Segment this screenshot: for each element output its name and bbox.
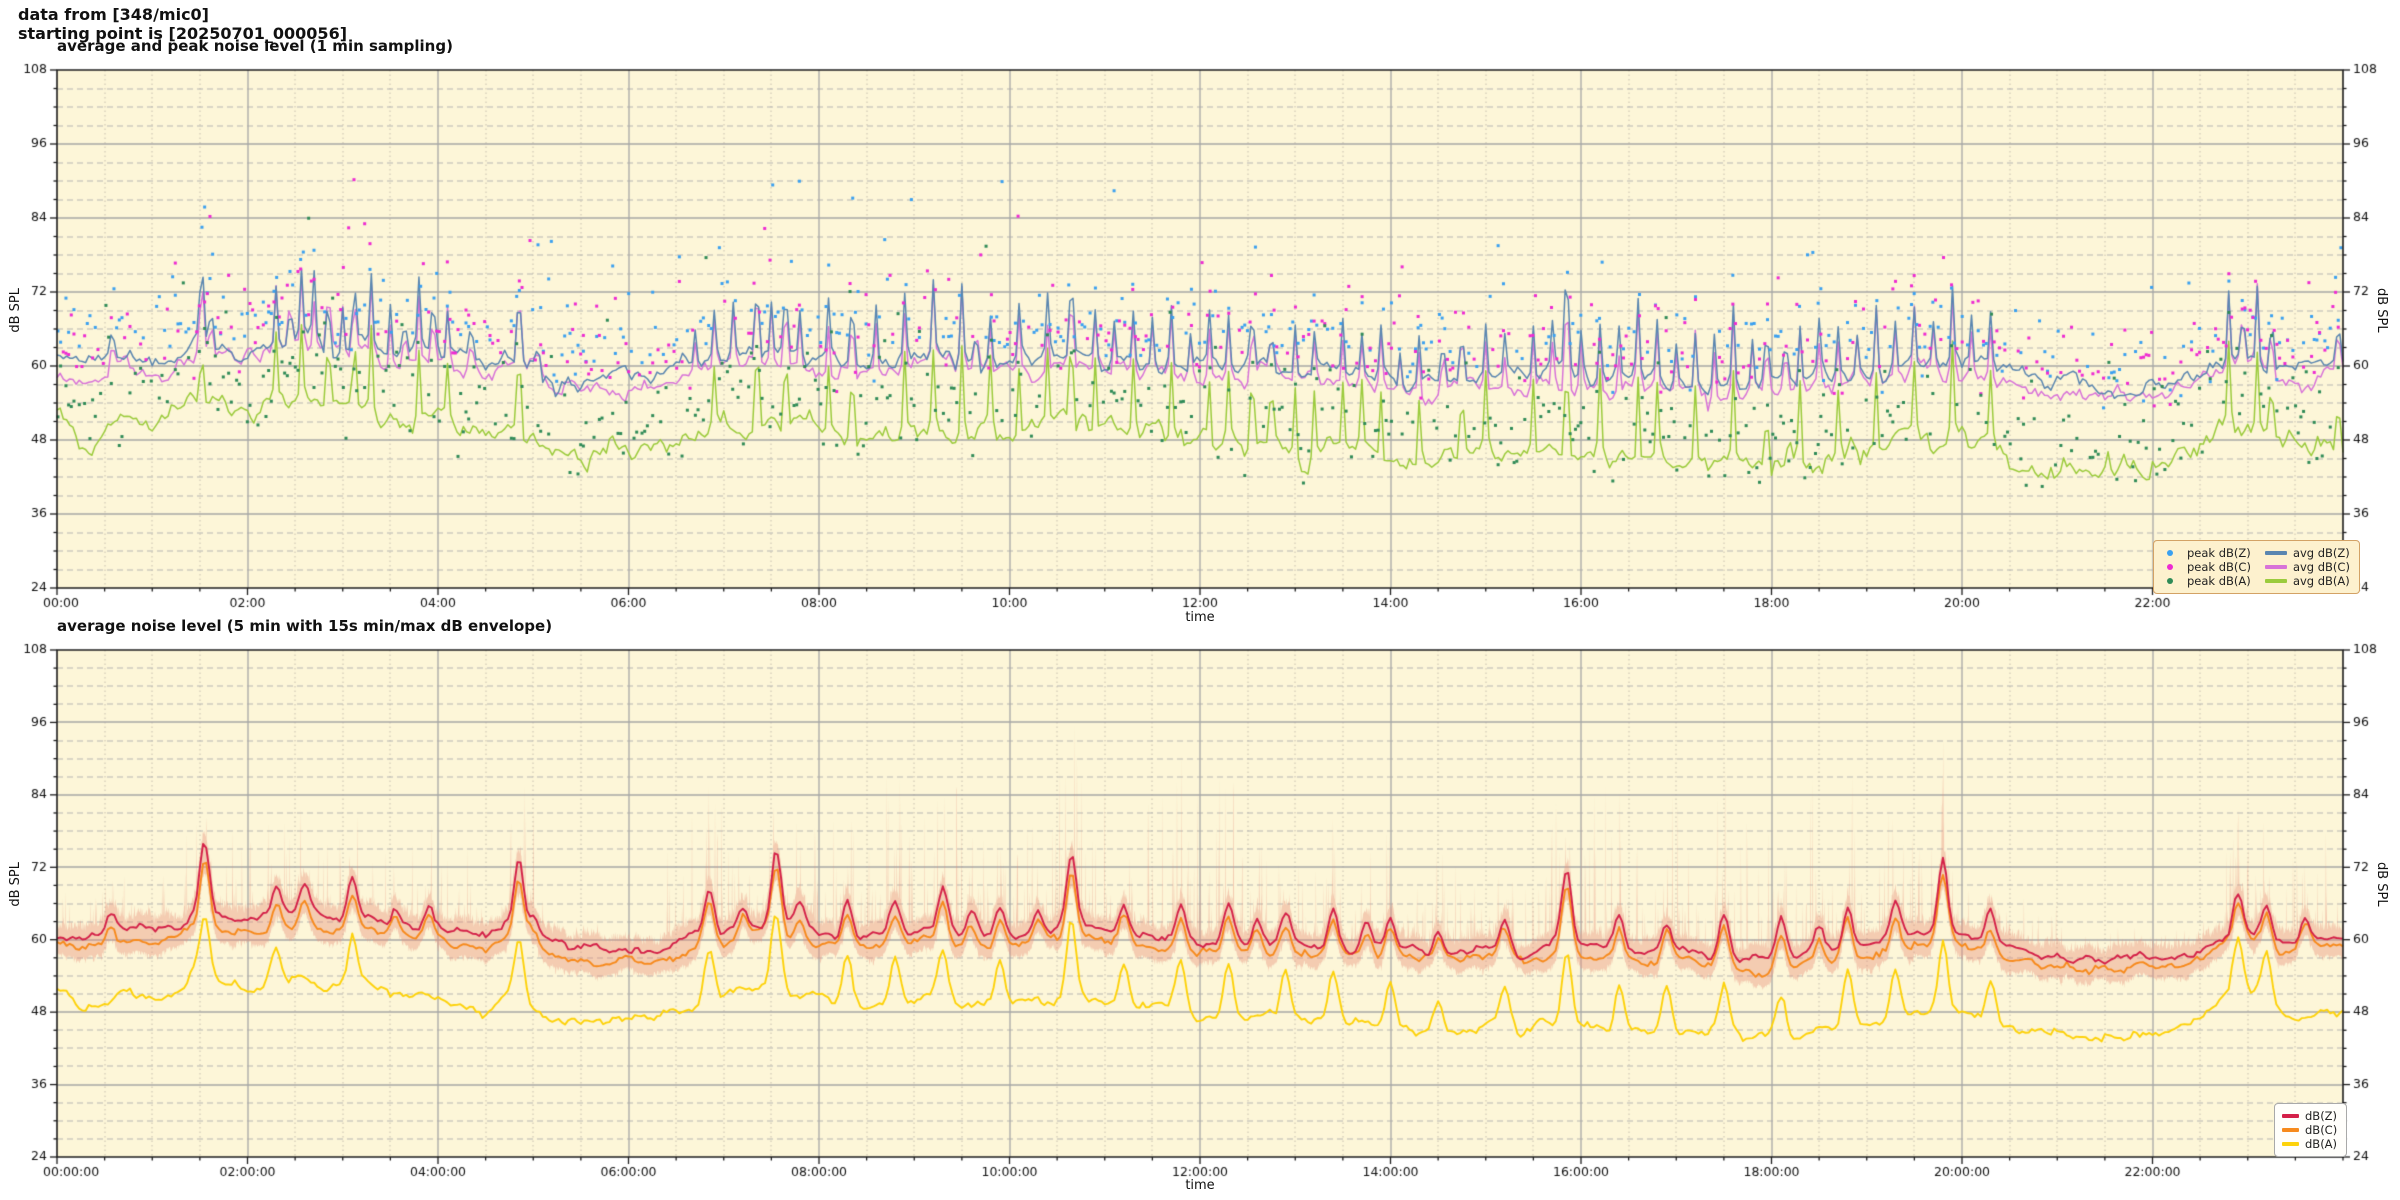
- header-line1: data from [348/mic0]: [18, 5, 209, 24]
- legend-entry: dB(A): [2282, 1137, 2337, 1151]
- peak-dba-marker: [2167, 578, 2173, 584]
- chart1-legend-peak-column: peak dB(Z) peak dB(C) peak dB(A): [2161, 546, 2251, 588]
- dba-marker: [2282, 1142, 2299, 1146]
- dbc-marker: [2282, 1128, 2299, 1132]
- chart1-legend: peak dB(Z) peak dB(C) peak dB(A) avg dB(…: [2153, 540, 2360, 594]
- chart1-title: average and peak noise level (1 min samp…: [57, 37, 453, 55]
- legend-entry: avg dB(A): [2264, 574, 2350, 588]
- chart1-ylabel-right: dB SPL: [2374, 288, 2389, 333]
- avg-dba-marker: [2264, 579, 2287, 583]
- legend-label: dB(C): [2305, 1123, 2338, 1137]
- chart2-xlabel: time: [1185, 1178, 1215, 1193]
- chart2-legend: dB(Z) dB(C) dB(A): [2274, 1103, 2348, 1157]
- legend-entry: dB(Z): [2282, 1109, 2337, 1123]
- legend-label: avg dB(C): [2292, 560, 2350, 574]
- chart2-title: average noise level (5 min with 15s min/…: [57, 617, 553, 635]
- legend-entry: peak dB(Z): [2161, 546, 2251, 560]
- legend-entry: peak dB(C): [2161, 560, 2251, 574]
- legend-label: avg dB(Z): [2292, 546, 2350, 560]
- chart1-xlabel: time: [1185, 610, 1215, 625]
- legend-label: avg dB(A): [2292, 574, 2350, 588]
- chart2-ylabel-left: dB SPL: [8, 862, 23, 907]
- avg-dbz-marker: [2264, 551, 2287, 555]
- chart1-legend-avg-column: avg dB(Z) avg dB(C) avg dB(A): [2264, 546, 2350, 588]
- chart2-ylabel-right: dB SPL: [2374, 862, 2389, 907]
- dbz-marker: [2282, 1114, 2299, 1118]
- peak-dbc-marker: [2167, 564, 2173, 570]
- legend-label: peak dB(A): [2187, 574, 2251, 588]
- chart1-ylabel-left: dB SPL: [8, 288, 23, 333]
- legend-label: dB(Z): [2305, 1109, 2338, 1123]
- peak-dbz-marker: [2167, 550, 2173, 556]
- legend-entry: avg dB(Z): [2264, 546, 2350, 560]
- legend-label: dB(A): [2305, 1137, 2338, 1151]
- avg-dbc-marker: [2264, 565, 2287, 569]
- legend-label: peak dB(C): [2187, 560, 2251, 574]
- legend-label: peak dB(Z): [2187, 546, 2251, 560]
- header-line2: starting point is [20250701_000056]: [18, 24, 348, 43]
- legend-entry: peak dB(A): [2161, 574, 2251, 588]
- legend-entry: avg dB(C): [2264, 560, 2350, 574]
- figure-header: data from [348/mic0] starting point is [2…: [18, 5, 347, 43]
- legend-entry: dB(C): [2282, 1123, 2337, 1137]
